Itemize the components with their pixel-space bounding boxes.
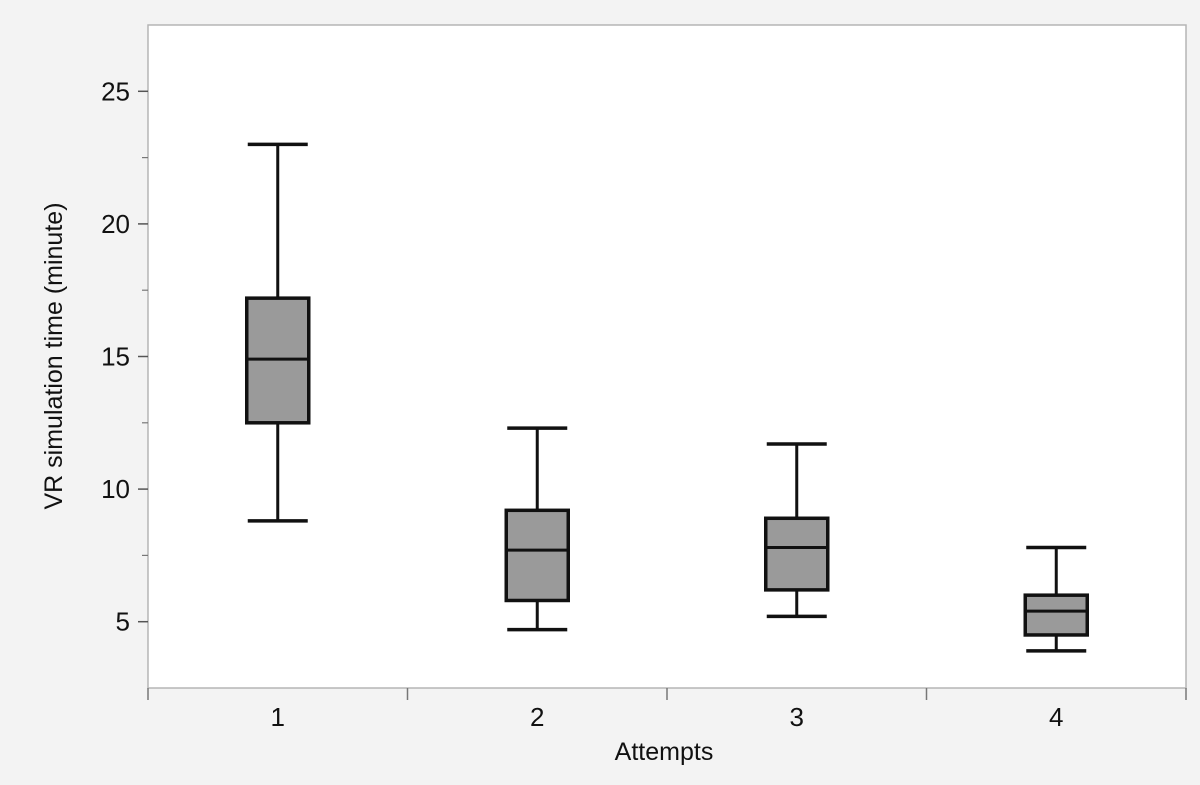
box-1 bbox=[245, 142, 311, 523]
boxes bbox=[245, 142, 1089, 653]
box-4 bbox=[1023, 545, 1089, 653]
y-tick-label: 10 bbox=[101, 474, 130, 504]
y-axis-title: VR simulation time (minute) bbox=[40, 202, 68, 509]
y-tick-label: 5 bbox=[116, 607, 130, 637]
x-tick-label: 1 bbox=[271, 702, 285, 732]
x-axis-title: Attempts bbox=[615, 738, 714, 766]
iqr-box bbox=[504, 508, 570, 603]
y-tick-label: 15 bbox=[101, 342, 130, 372]
y-tick-label: 25 bbox=[101, 76, 130, 106]
x-tick-label: 3 bbox=[790, 702, 804, 732]
x-tick-label: 2 bbox=[530, 702, 544, 732]
iqr-box bbox=[1023, 593, 1089, 637]
box-2 bbox=[504, 426, 570, 632]
plot-area bbox=[147, 24, 1187, 689]
y-axis: 5 10 15 20 25 bbox=[101, 76, 148, 637]
iqr-box bbox=[764, 516, 830, 592]
y-tick-label: 20 bbox=[101, 209, 130, 239]
x-tick-label: 4 bbox=[1049, 702, 1063, 732]
box-3 bbox=[764, 442, 830, 619]
x-axis: 1 2 3 4 bbox=[147, 688, 1187, 732]
